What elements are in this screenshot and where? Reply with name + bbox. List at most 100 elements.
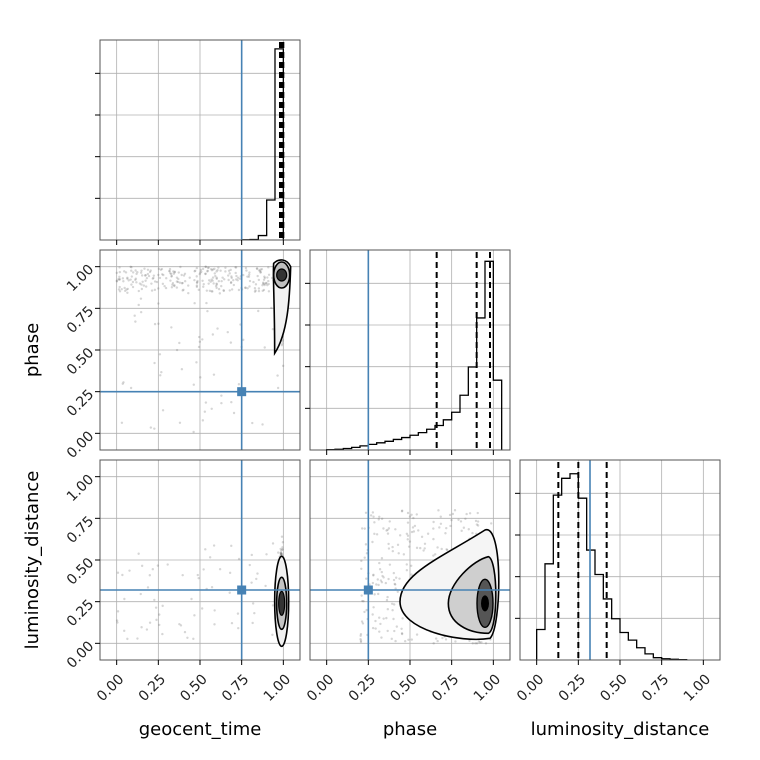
sample-point — [194, 269, 197, 272]
contour-inner — [276, 268, 288, 282]
sample-point — [250, 581, 253, 584]
histogram-bars — [241, 48, 284, 241]
sample-point — [395, 625, 399, 628]
sample-point — [199, 268, 203, 271]
sample-point — [169, 272, 172, 275]
sample-point — [440, 547, 443, 551]
sample-point — [436, 546, 439, 549]
sample-point — [220, 284, 223, 288]
sample-point — [386, 532, 390, 535]
sample-point — [192, 637, 195, 641]
sample-point — [127, 279, 130, 282]
sample-point — [210, 407, 213, 410]
sample-point — [130, 275, 134, 278]
sample-point — [434, 553, 437, 556]
sample-point — [391, 609, 394, 612]
sample-point — [387, 542, 390, 546]
sample-point — [471, 642, 474, 645]
sample-point — [279, 549, 283, 552]
sample-point — [467, 528, 470, 531]
sample-point — [281, 546, 284, 549]
sample-point — [230, 275, 233, 278]
sample-point — [171, 283, 174, 286]
sample-point — [133, 314, 136, 317]
sample-point — [148, 270, 152, 274]
sample-point — [204, 265, 207, 269]
sample-point — [420, 535, 424, 539]
sample-point — [423, 547, 426, 550]
sample-point — [400, 510, 404, 513]
sample-point — [250, 553, 253, 557]
sample-point — [359, 639, 363, 642]
sample-point — [230, 400, 233, 404]
sample-point — [244, 286, 247, 290]
sample-point — [222, 289, 225, 292]
sample-point — [381, 574, 384, 578]
sample-point — [359, 634, 362, 637]
scatter-panel-geocent_time-luminosity_distance — [99, 459, 301, 661]
sample-point — [134, 277, 138, 280]
sample-point — [170, 275, 173, 278]
sample-point — [236, 612, 240, 615]
sample-point — [271, 327, 275, 331]
sample-point — [432, 642, 435, 645]
sample-point — [276, 374, 279, 377]
sample-point — [445, 526, 448, 530]
sample-point — [391, 545, 394, 549]
sample-point — [213, 609, 216, 612]
sample-point — [157, 302, 160, 305]
sample-point — [480, 641, 483, 644]
sample-point — [372, 515, 375, 518]
x-axis-label-luminosity_distance: luminosity_distance — [531, 719, 710, 740]
sample-point — [217, 279, 221, 283]
x-tick-label: 1.00 — [471, 671, 504, 704]
sample-point — [186, 636, 189, 639]
sample-point — [115, 271, 118, 275]
sample-point — [378, 515, 381, 518]
sample-point — [151, 567, 154, 571]
sample-point — [204, 265, 207, 268]
sample-point — [263, 283, 266, 287]
y-tick-label: 1.00 — [64, 262, 97, 295]
sample-point — [419, 546, 422, 550]
sample-point — [163, 284, 166, 288]
sample-point — [405, 569, 409, 572]
sample-point — [123, 629, 126, 633]
sample-point — [237, 557, 241, 561]
sample-point — [129, 386, 133, 390]
sample-point — [181, 289, 184, 292]
y-tick-label: 1.00 — [64, 472, 97, 505]
sample-point — [439, 522, 443, 525]
sample-point — [130, 269, 133, 272]
sample-point — [200, 270, 203, 273]
sample-point — [214, 274, 217, 278]
sample-point — [247, 275, 251, 278]
sample-point — [406, 521, 410, 524]
sample-point — [193, 302, 196, 305]
sample-point — [134, 320, 137, 323]
x-tick-label: 0.00 — [514, 671, 547, 704]
sample-point — [192, 430, 195, 434]
sample-point — [436, 639, 439, 643]
sample-point — [180, 368, 184, 371]
sample-point — [484, 642, 488, 645]
sample-point — [363, 556, 366, 559]
x-axis-label-geocent_time: geocent_time — [139, 719, 262, 740]
sample-point — [121, 382, 124, 385]
sample-point — [378, 630, 381, 633]
sample-point — [116, 571, 120, 574]
sample-point — [271, 633, 274, 636]
sample-point — [385, 616, 388, 620]
sample-point — [201, 338, 204, 341]
sample-point — [213, 272, 216, 275]
sample-point — [262, 281, 265, 284]
sample-point — [169, 279, 172, 282]
sample-point — [123, 597, 126, 601]
sample-point — [115, 280, 119, 283]
sample-point — [380, 557, 384, 560]
histogram-panel-geocent_time — [99, 39, 301, 241]
sample-point — [227, 269, 231, 272]
sample-point — [212, 282, 215, 285]
sample-point — [261, 284, 264, 287]
y-tick-label: 0.50 — [64, 555, 97, 588]
